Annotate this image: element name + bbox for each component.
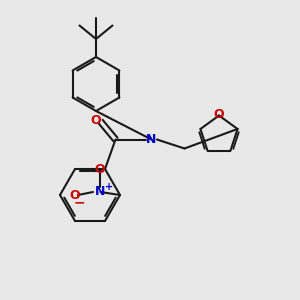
Text: +: +	[104, 182, 113, 192]
Text: N: N	[94, 185, 105, 198]
Text: −: −	[74, 196, 85, 209]
Text: O: O	[214, 107, 224, 121]
Text: O: O	[69, 189, 80, 202]
Text: N: N	[146, 133, 157, 146]
Text: O: O	[91, 113, 101, 127]
Text: O: O	[94, 163, 105, 176]
